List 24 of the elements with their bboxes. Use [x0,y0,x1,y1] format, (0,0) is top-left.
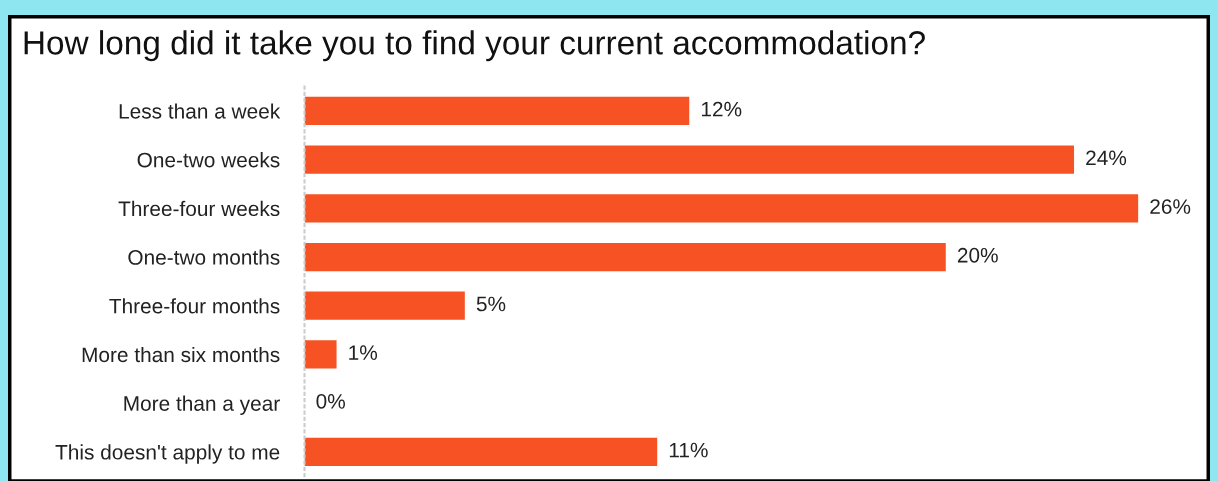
y-tick-label: Less than a week [119,103,281,119]
bar [304,96,690,126]
y-tick-label: More than six months [82,346,280,363]
bar [304,291,465,320]
data-label: 1% [349,345,378,360]
data-label: 20% [957,247,998,263]
bar [304,437,658,466]
bar [304,145,1075,174]
chart-title: How long did it take you to find your current accommodation? [24,30,925,62]
bar [304,194,1139,223]
y-tick-label: More than a year [124,395,280,416]
y-tick-label: Three-four weeks [118,200,280,217]
data-label: 26% [1150,199,1191,214]
y-tick-label: One-two weeks [137,152,280,168]
data-label: 5% [476,296,506,312]
data-label: 0% [316,393,345,409]
bar [304,340,337,369]
y-tick-label: One-two months [128,249,280,265]
bar [304,242,946,272]
data-label: 11% [669,442,708,458]
data-label: 12% [701,101,742,117]
y-tick-label: Three-four months [109,298,280,314]
y-tick-label: This doesn't apply to me [55,444,280,464]
data-label: 24% [1086,150,1127,166]
